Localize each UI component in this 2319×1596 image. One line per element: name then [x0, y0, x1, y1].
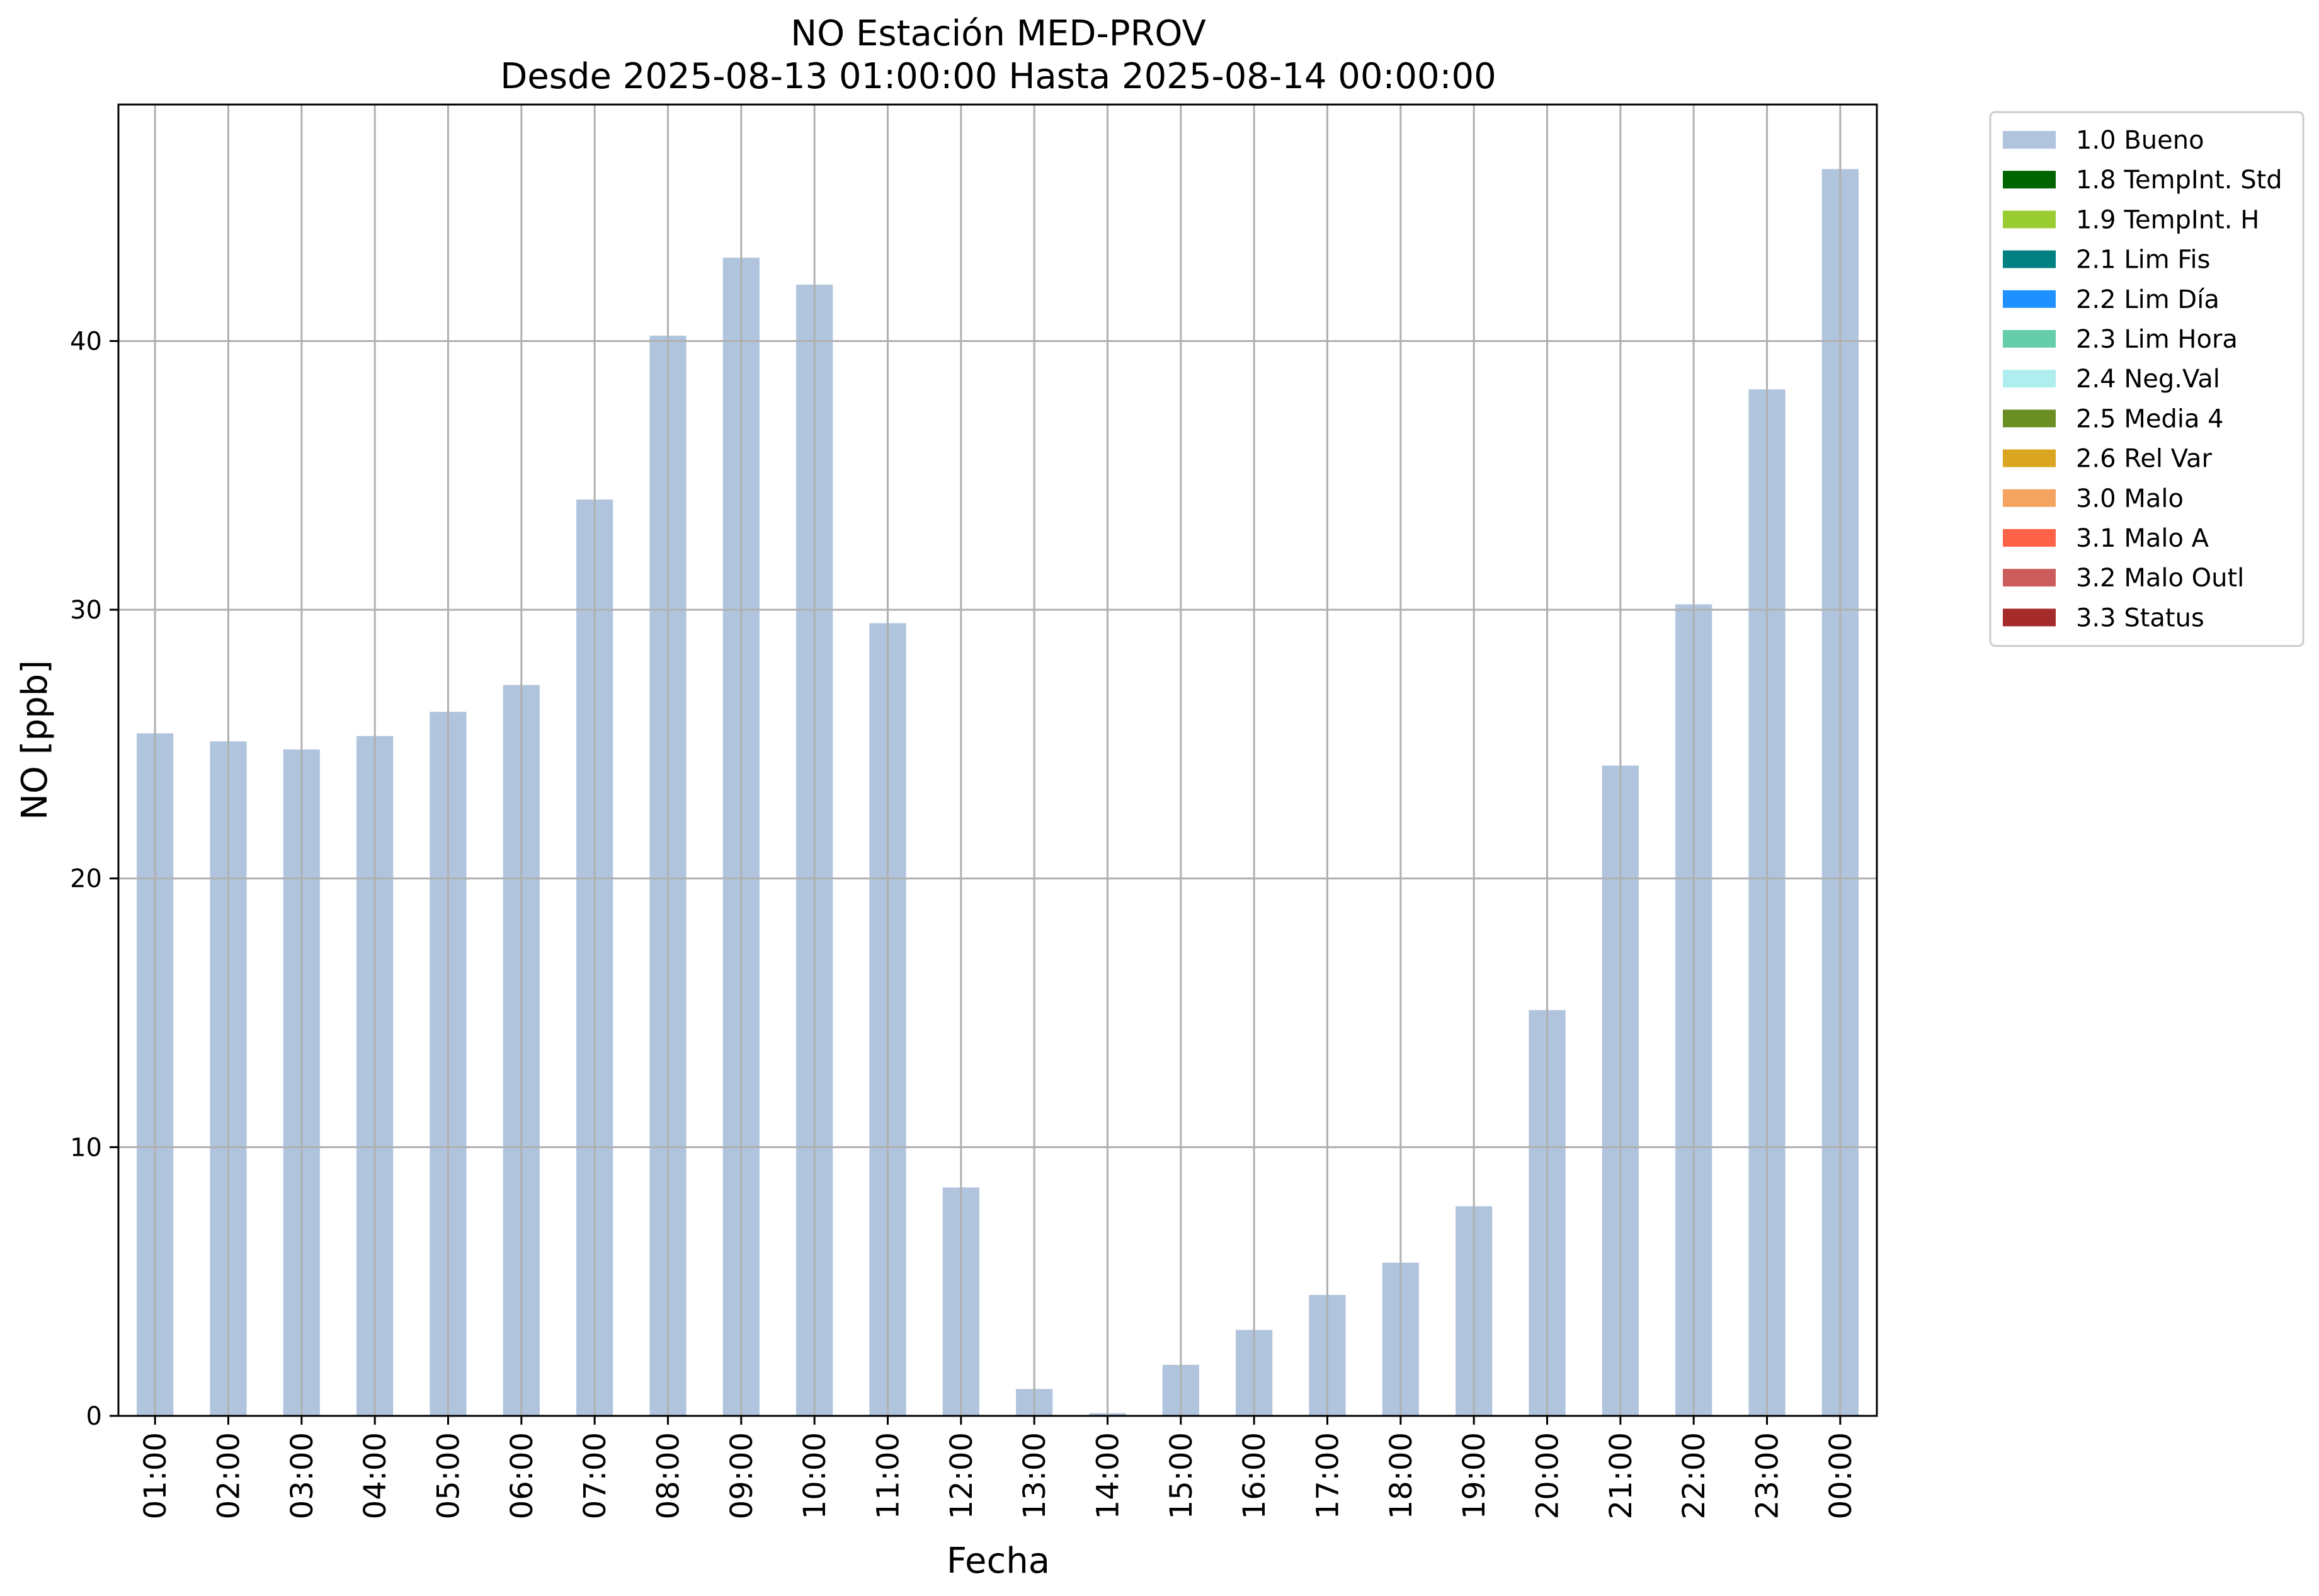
- x-axis-label: Fecha: [947, 1541, 1050, 1582]
- x-tick-label: 19:00: [1457, 1432, 1492, 1519]
- legend-swatch: [2003, 569, 2056, 587]
- legend-swatch: [2003, 608, 2056, 627]
- legend-swatch: [2003, 131, 2056, 149]
- x-tick-label: 23:00: [1750, 1432, 1786, 1519]
- plot-area: [118, 105, 1877, 1416]
- legend-swatch: [2003, 250, 2056, 268]
- x-tick-label: 18:00: [1384, 1432, 1419, 1519]
- x-tick-label: 03:00: [285, 1432, 320, 1519]
- legend-swatch: [2003, 210, 2056, 229]
- plot-background: [118, 105, 1877, 1416]
- x-tick-label: 17:00: [1311, 1432, 1346, 1519]
- legend-label: 3.0 Malo: [2076, 484, 2184, 513]
- y-tick-label: 20: [70, 865, 102, 894]
- legend-label: 3.3 Status: [2076, 603, 2204, 632]
- x-tick-label: 05:00: [431, 1432, 467, 1519]
- legend-swatch: [2003, 171, 2056, 189]
- x-tick-label: 10:00: [797, 1432, 833, 1519]
- x-tick-label: 00:00: [1823, 1432, 1859, 1519]
- x-tick-label: 04:00: [358, 1432, 393, 1519]
- grid-layer: [118, 105, 1877, 1417]
- y-tick-label: 30: [70, 596, 102, 625]
- legend-swatch: [2003, 370, 2056, 388]
- legend-swatch: [2003, 529, 2056, 547]
- x-tick-label: 11:00: [871, 1432, 906, 1519]
- legend-swatch: [2003, 409, 2056, 428]
- legend-label: 2.2 Lim Día: [2076, 285, 2219, 314]
- x-tick-label: 09:00: [724, 1432, 760, 1519]
- legend-label: 1.0 Bueno: [2076, 126, 2204, 155]
- legend-label: 1.9 TempInt. H: [2076, 205, 2259, 234]
- legend-swatch: [2003, 290, 2056, 308]
- axes-layer: 0 10 20 30 40 01:00 02:00 03:00 04:00 05:00 06:00 0…: [70, 103, 1878, 1519]
- legend-swatch: [2003, 489, 2056, 507]
- x-tick-label: 07:00: [578, 1432, 613, 1519]
- legend-label: 2.4 Neg.Val: [2076, 365, 2220, 394]
- x-tick-label: 15:00: [1164, 1432, 1199, 1519]
- x-tick-label: 01:00: [138, 1432, 173, 1519]
- x-tick-label: 12:00: [944, 1432, 979, 1519]
- y-axis-label: NO [ppb]: [14, 660, 55, 820]
- chart-subtitle: Desde 2025-08-13 01:00:00 Hasta 2025-08-…: [500, 56, 1496, 97]
- x-tick-label: 08:00: [651, 1432, 687, 1519]
- legend-label: 3.1 Malo A: [2076, 524, 2209, 553]
- chart-title: NO Estación MED-PROV: [790, 13, 1206, 54]
- y-tick-label: 40: [70, 327, 102, 356]
- x-tick-label: 20:00: [1530, 1432, 1566, 1519]
- legend-label: 2.6 Rel Var: [2076, 445, 2213, 474]
- legend-box: [1989, 111, 2305, 647]
- x-tick-label: 16:00: [1237, 1432, 1272, 1519]
- legend-swatch: [2003, 449, 2056, 467]
- legend-label: 2.1 Lim Fis: [2076, 246, 2210, 275]
- legend-label: 3.2 Malo Outl: [2076, 564, 2244, 593]
- x-tick-label: 06:00: [504, 1432, 540, 1519]
- x-tick-label: 13:00: [1017, 1432, 1052, 1519]
- y-tick-label: 10: [70, 1133, 102, 1162]
- legend: 1.0 Bueno 1.8 TempInt. Std 1.9 TempInt. H 2…: [1989, 111, 2305, 647]
- legend-label: 2.3 Lim Hora: [2076, 325, 2238, 354]
- x-tick-label: 21:00: [1604, 1432, 1639, 1519]
- legend-label: 1.8 TempInt. Std: [2076, 166, 2282, 195]
- legend-label: 2.5 Media 4: [2076, 404, 2224, 433]
- x-tick-label: 22:00: [1677, 1432, 1712, 1519]
- y-tick-label: 0: [86, 1402, 102, 1431]
- x-tick-label: 02:00: [212, 1432, 247, 1519]
- legend-swatch: [2003, 330, 2056, 348]
- x-tick-label: 14:00: [1091, 1432, 1126, 1519]
- plot-frame: [117, 103, 1878, 1417]
